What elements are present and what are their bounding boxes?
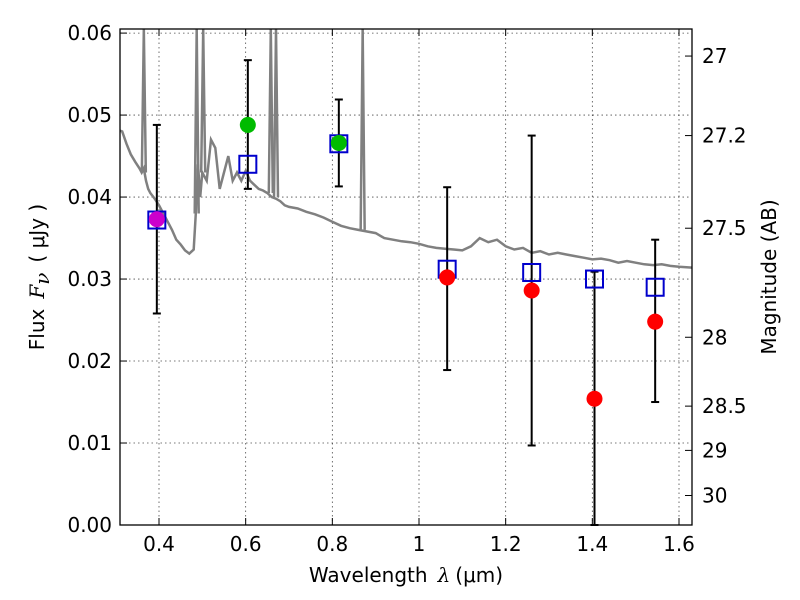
right-axis-label: Magnitude (AB) (757, 199, 781, 354)
model-photometry-marker (645, 277, 665, 297)
right-tick-label: 27 (702, 44, 727, 68)
x-tick-label: 1.4 (576, 532, 608, 556)
y-tick-label: 0.04 (67, 185, 112, 209)
error-bars (152, 59, 660, 526)
model-spectrum-line (119, 129, 693, 269)
x-tick-label: 0.4 (143, 532, 175, 556)
right-tick-label: 29 (702, 438, 727, 462)
y-tick-label: 0.02 (67, 349, 112, 373)
y-tick-label: 0.00 (67, 513, 112, 537)
plot-frame (119, 28, 693, 526)
measured-point (439, 269, 456, 286)
model-photometry-marker (238, 154, 258, 174)
x-axis-label: Wavelength λ (μm) (309, 563, 503, 587)
measured-point (148, 211, 165, 228)
right-tick-label: 27.2 (702, 124, 747, 148)
right-tick-label: 27.5 (702, 216, 747, 240)
x-axis-ticks: 0.4 0.6 0.8 1 1.2 1.4 1.6 (143, 29, 695, 556)
y-axis-label: FluxFν( μJy ) (25, 204, 54, 350)
y-axis-ticks: 0.00 0.01 0.02 0.03 0.04 0.05 0.06 (67, 21, 127, 537)
y-tick-label: 0.03 (67, 267, 112, 291)
right-tick-label: 28 (702, 325, 727, 349)
model-photometry-marker (522, 262, 542, 282)
plot-background (120, 29, 692, 525)
measured-point (586, 390, 603, 407)
measured-point (330, 134, 347, 151)
x-tick-label: 1 (413, 532, 426, 556)
model-photometry-marker (585, 269, 604, 289)
x-tick-label: 1.6 (663, 532, 695, 556)
right-tick-label: 30 (702, 483, 727, 507)
data-markers (147, 116, 665, 407)
x-tick-label: 0.6 (230, 532, 262, 556)
x-tick-label: 1.2 (490, 532, 522, 556)
grid (120, 29, 692, 525)
y-tick-label: 0.06 (67, 21, 112, 45)
x-tick-label: 0.8 (316, 532, 348, 556)
measured-point (239, 116, 256, 133)
measured-point (647, 313, 664, 330)
y-tick-label: 0.01 (67, 431, 112, 455)
measured-point (523, 282, 540, 299)
y-tick-label: 0.05 (67, 103, 112, 127)
right-tick-label: 28.5 (702, 394, 747, 418)
right-axis-ticks: 27 27.2 27.5 28 28.5 29 30 (685, 44, 747, 507)
